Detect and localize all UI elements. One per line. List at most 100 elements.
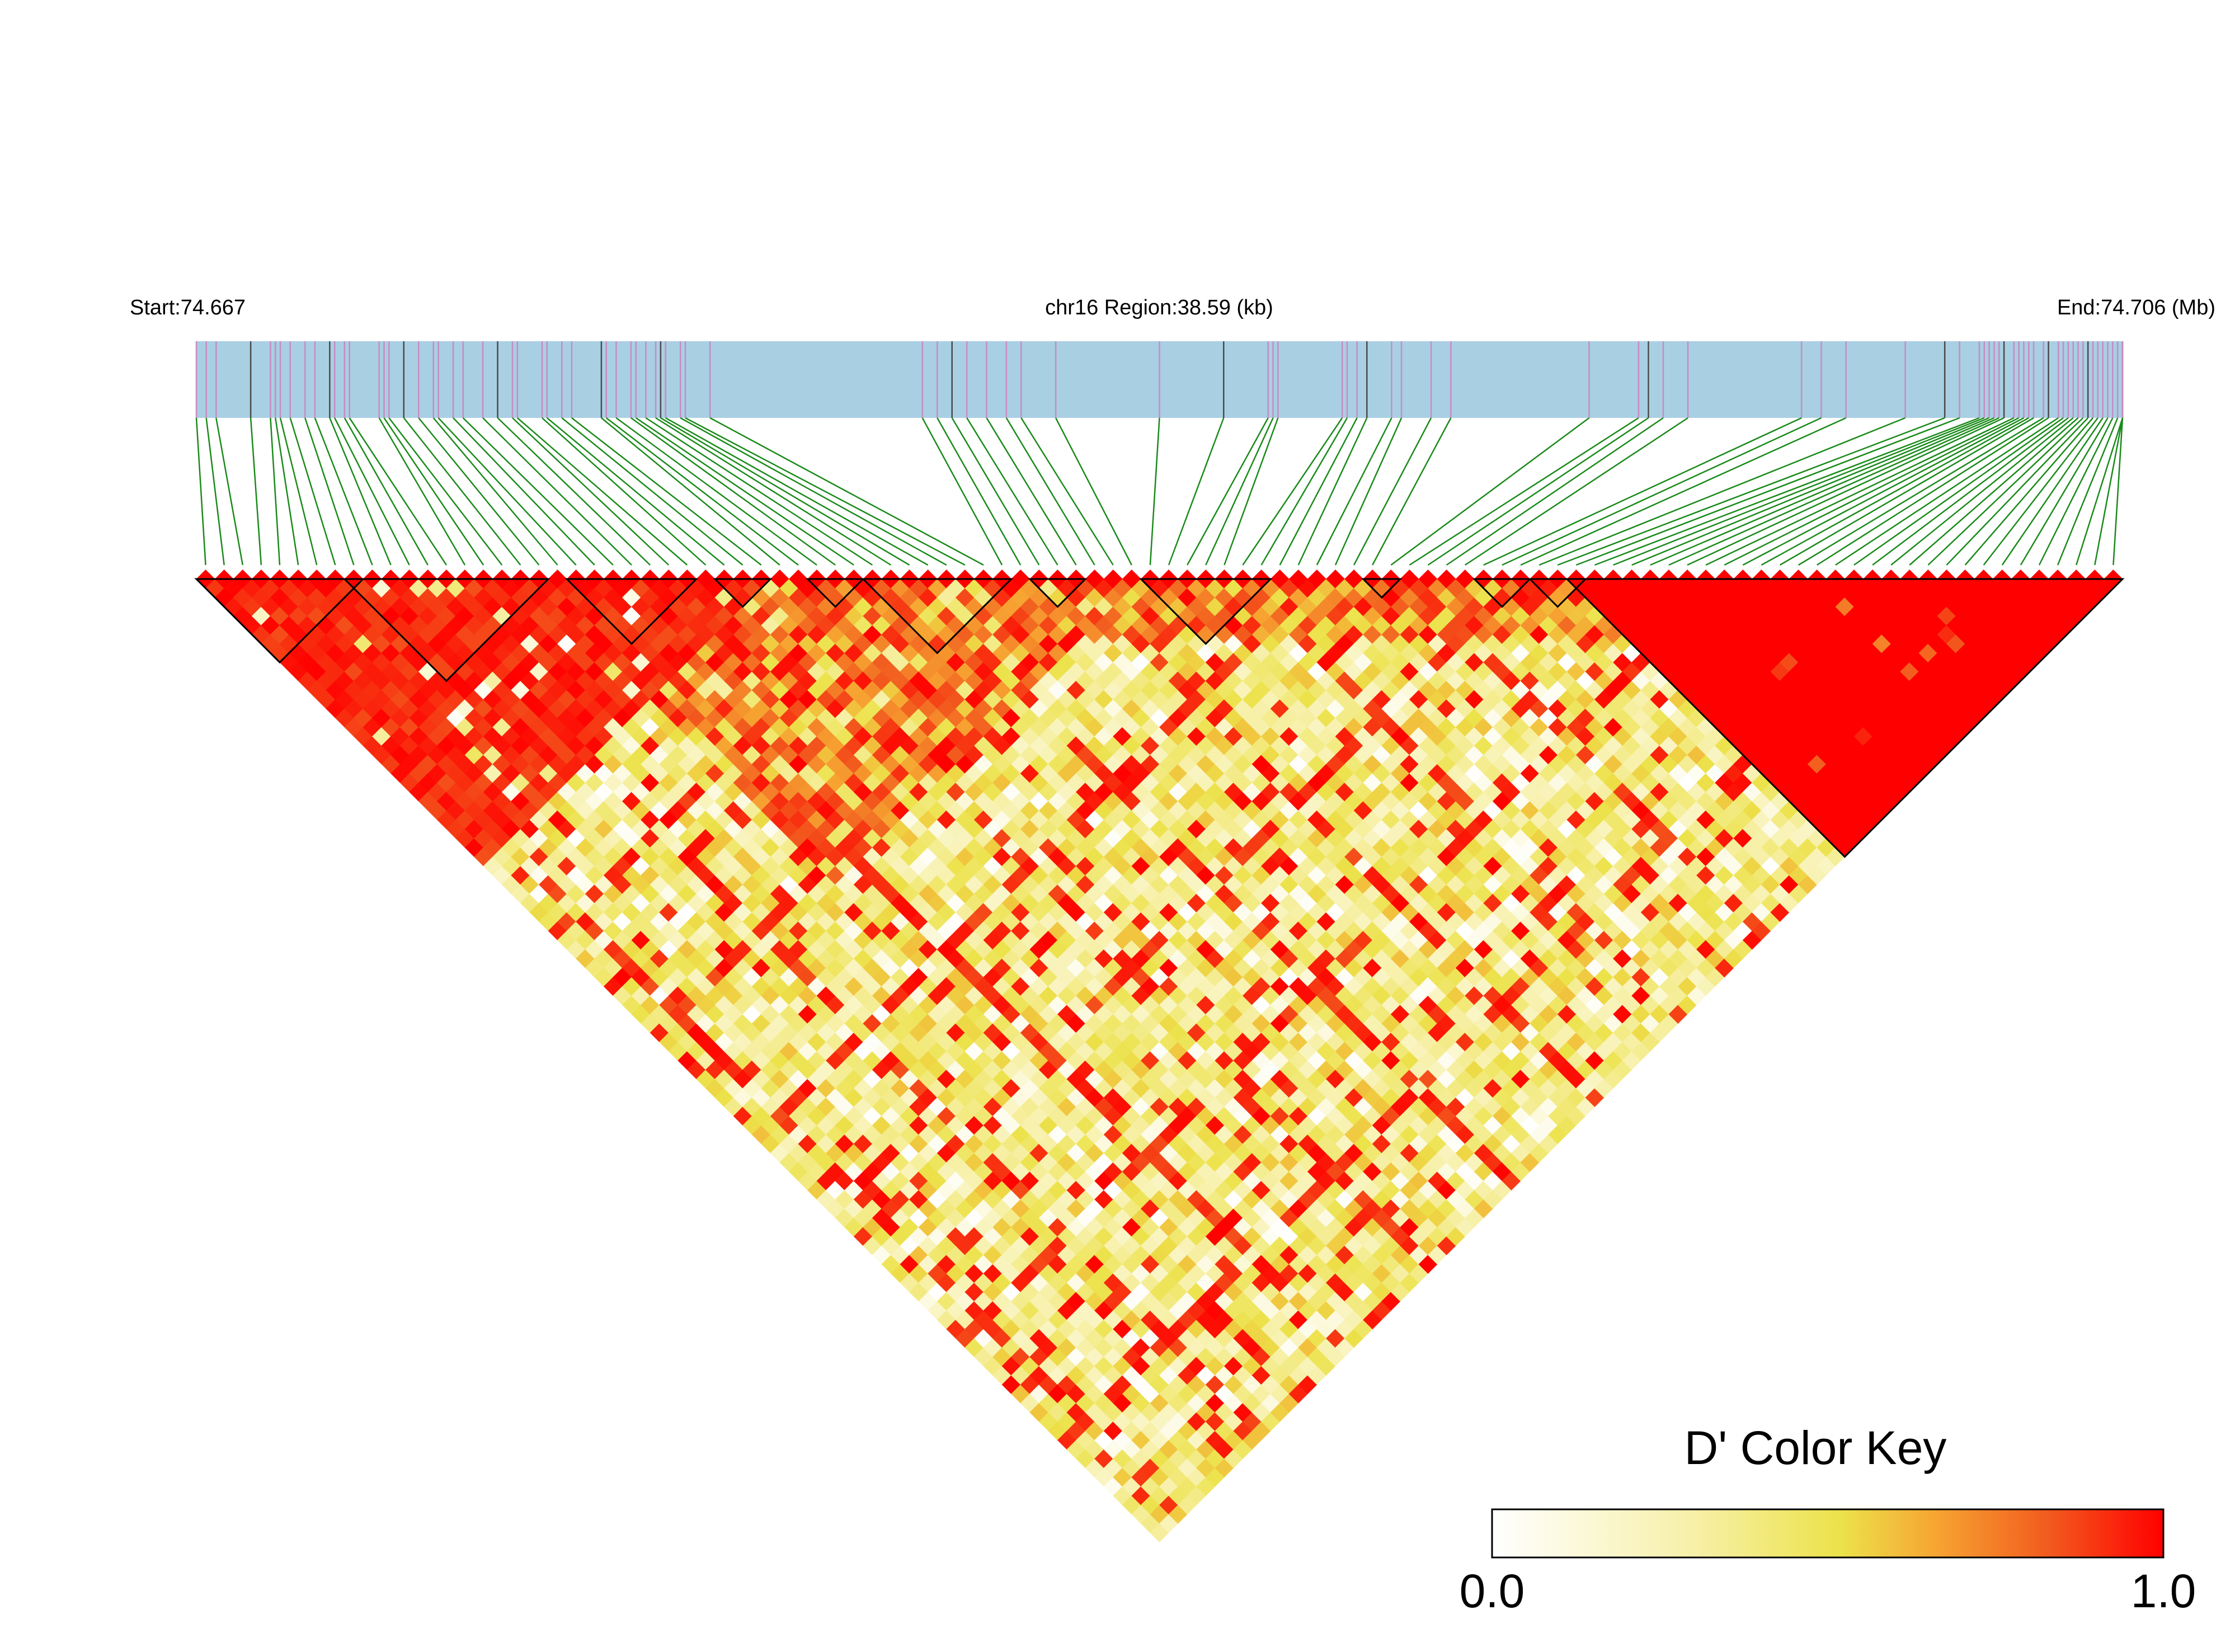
snp-connector	[1055, 417, 1132, 566]
snp-connector	[1353, 417, 1432, 566]
snp-connector	[2094, 417, 2124, 566]
snp-connector	[383, 417, 484, 566]
snp-connector	[630, 417, 836, 566]
snp-connector	[937, 417, 1022, 566]
snp-connector	[605, 417, 799, 566]
snp-connector	[453, 417, 595, 566]
snp-connector	[314, 417, 373, 566]
snp-connector	[1020, 417, 1114, 566]
snp-connector	[512, 417, 670, 566]
snp-connector	[1005, 417, 1095, 566]
snp-connector	[1224, 417, 1279, 566]
snp-connector	[1502, 417, 1822, 566]
snp-connector	[1631, 417, 1990, 566]
snp-connector	[2038, 417, 2114, 566]
snp-connector	[1983, 417, 2098, 566]
snp-connector	[497, 417, 651, 566]
snp-connector	[329, 417, 392, 566]
snp-connector	[1594, 417, 1980, 566]
region-start-label: Start:74.667	[130, 296, 246, 319]
snp-connector	[921, 417, 1003, 566]
snp-connector	[1427, 417, 1649, 566]
snp-connector	[645, 417, 873, 566]
snp-connector	[1297, 417, 1368, 566]
snp-connector	[1890, 417, 2074, 566]
snp-connector	[482, 417, 632, 566]
snp-connector	[1817, 417, 2049, 566]
snp-connector	[561, 417, 744, 566]
snp-connector	[1465, 417, 1688, 566]
snp-connector	[1520, 417, 1847, 566]
snp-connector	[2001, 417, 2104, 566]
snp-connector	[1761, 417, 2029, 566]
snp-connector	[709, 417, 984, 566]
snp-connector	[517, 417, 688, 566]
snp-connector	[2112, 417, 2124, 566]
snp-connector	[1687, 417, 2005, 566]
snp-connector	[334, 417, 410, 566]
snp-connector	[2020, 417, 2109, 566]
snp-connector	[1872, 417, 2069, 566]
chromosome-track	[195, 341, 2124, 418]
snp-connector	[289, 417, 336, 566]
snp-connector	[1613, 417, 1985, 566]
snp-connector	[1835, 417, 2059, 566]
snp-connector	[344, 417, 429, 566]
snp-connector	[1205, 417, 1274, 566]
snp-connector	[1279, 417, 1358, 566]
snp-connector	[2076, 417, 2124, 566]
snp-connector	[250, 417, 262, 566]
snp-connector	[1557, 417, 1945, 566]
snp-connector	[951, 417, 1040, 566]
snp-connector	[2057, 417, 2119, 566]
snp-connector	[349, 417, 447, 566]
snp-connector	[1334, 417, 1403, 566]
snp-connector	[680, 417, 947, 566]
snp-connector	[636, 417, 854, 566]
snp-connector	[1964, 417, 2093, 566]
snp-connector	[195, 417, 206, 566]
snp-connector	[542, 417, 707, 566]
snp-connector	[655, 417, 892, 566]
snp-connector	[205, 417, 225, 566]
snp-connector	[270, 417, 281, 566]
snp-connector	[418, 417, 540, 566]
snp-connector	[462, 417, 614, 566]
snp-connector	[1650, 417, 1994, 566]
snp-connector	[1372, 417, 1452, 566]
snp-connector	[665, 417, 929, 566]
snp-connector	[601, 417, 780, 566]
snp-connector	[685, 417, 966, 566]
snp-connector	[660, 417, 910, 566]
snp-connector	[1742, 417, 2025, 566]
snp-connector	[1483, 417, 1802, 566]
snp-connector	[1853, 417, 2064, 566]
snp-connector	[388, 417, 503, 566]
snp-connector	[403, 417, 521, 566]
snp-connector	[1798, 417, 2044, 566]
snp-connector	[1909, 417, 2079, 566]
snp-connector	[1316, 417, 1392, 566]
snp-connector	[1779, 417, 2034, 566]
snp-connector	[432, 417, 558, 566]
snp-connector	[279, 417, 318, 566]
snp-position-ticks	[195, 341, 2124, 418]
ld-heatmap	[196, 570, 2123, 1542]
snp-connector-lines	[195, 417, 2124, 566]
snp-connector	[1260, 417, 1348, 566]
region-end-label: End:74.706 (Mb)	[2057, 296, 2215, 319]
snp-connector	[1446, 417, 1664, 566]
snp-connector	[966, 417, 1058, 566]
region-title: chr16 Region:38.59 (kb)	[1045, 296, 1273, 319]
snp-connector	[1705, 417, 2015, 566]
snp-connector	[986, 417, 1077, 566]
snp-connector	[275, 417, 299, 566]
snp-connector	[571, 417, 762, 566]
snp-connector	[1724, 417, 2020, 566]
snp-connector	[1168, 417, 1225, 566]
snp-connector	[215, 417, 243, 566]
snp-connector	[547, 417, 725, 566]
snp-connector	[1575, 417, 1960, 566]
snp-connector	[437, 417, 577, 566]
